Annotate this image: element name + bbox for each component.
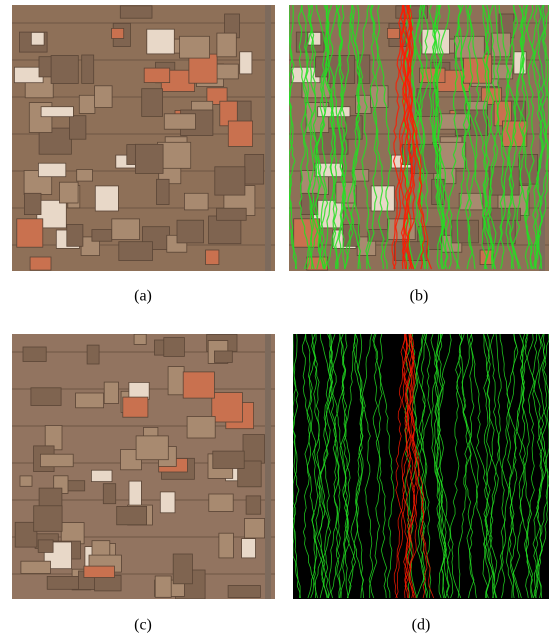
building xyxy=(87,345,99,364)
building xyxy=(30,257,51,270)
building xyxy=(117,506,147,524)
building xyxy=(209,494,233,511)
building xyxy=(31,388,61,406)
building xyxy=(160,492,175,513)
building xyxy=(213,451,244,468)
building xyxy=(184,193,208,210)
building xyxy=(243,435,265,464)
satellite-image xyxy=(12,334,275,599)
building xyxy=(76,393,104,408)
building xyxy=(20,476,32,486)
building xyxy=(41,107,73,117)
building xyxy=(103,484,115,504)
building xyxy=(217,33,236,57)
building xyxy=(120,6,152,18)
building xyxy=(136,436,168,460)
building xyxy=(228,121,252,146)
building xyxy=(92,230,112,242)
building xyxy=(104,382,118,403)
building xyxy=(123,397,148,417)
figure: (a) (b) (c) (d) xyxy=(0,0,549,636)
building xyxy=(168,367,184,395)
building xyxy=(47,576,79,589)
building xyxy=(112,28,124,38)
page: {"panels": [{"label": "(a)"}, {"label": … xyxy=(0,0,549,636)
building xyxy=(246,496,261,514)
building xyxy=(24,193,41,214)
building xyxy=(135,144,163,173)
building xyxy=(129,481,141,507)
building xyxy=(147,29,175,54)
building xyxy=(142,89,163,117)
building xyxy=(51,56,78,84)
building xyxy=(164,338,185,357)
building xyxy=(95,86,113,108)
building xyxy=(245,519,265,539)
building xyxy=(177,220,204,243)
building xyxy=(60,182,79,203)
building xyxy=(77,170,93,182)
building xyxy=(180,36,210,58)
building xyxy=(245,154,264,184)
building xyxy=(21,561,51,573)
panel-caption: (b) xyxy=(410,288,429,305)
building xyxy=(82,55,94,83)
seam-map xyxy=(293,334,549,599)
building xyxy=(219,533,234,558)
building xyxy=(119,242,153,261)
building xyxy=(157,179,170,204)
building xyxy=(242,539,256,558)
building xyxy=(206,250,219,265)
building xyxy=(31,32,44,45)
building xyxy=(452,220,479,243)
seam-overlay-image xyxy=(289,5,549,271)
building xyxy=(240,52,252,74)
building xyxy=(79,95,95,113)
building xyxy=(212,393,243,423)
building xyxy=(217,208,247,220)
road xyxy=(265,334,271,599)
building xyxy=(34,506,62,532)
building xyxy=(23,347,46,362)
building xyxy=(187,417,215,439)
satellite-image xyxy=(12,5,275,271)
building xyxy=(40,454,73,467)
building xyxy=(144,68,170,83)
building xyxy=(38,163,65,177)
building xyxy=(173,554,192,584)
building xyxy=(294,219,320,247)
building xyxy=(155,576,171,597)
building xyxy=(91,470,112,481)
building xyxy=(70,116,86,140)
building xyxy=(67,225,83,247)
road xyxy=(265,5,271,271)
building xyxy=(183,372,214,398)
panel-caption: (d) xyxy=(412,617,431,634)
building xyxy=(214,351,232,362)
building xyxy=(164,114,195,129)
building xyxy=(215,167,245,195)
building xyxy=(17,219,43,247)
panel-caption: (c) xyxy=(134,617,152,634)
building xyxy=(228,586,260,598)
building xyxy=(39,488,62,508)
building xyxy=(61,523,84,544)
building xyxy=(134,334,146,344)
building xyxy=(387,28,399,38)
building xyxy=(368,230,388,242)
panel-caption: (a) xyxy=(134,288,152,305)
building xyxy=(84,566,115,577)
building xyxy=(38,540,53,553)
building xyxy=(95,186,118,211)
building xyxy=(112,219,140,240)
